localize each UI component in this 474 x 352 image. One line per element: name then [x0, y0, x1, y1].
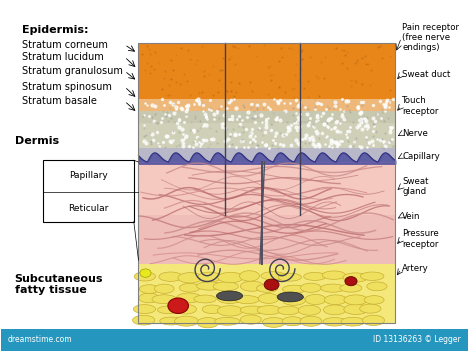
Ellipse shape [215, 318, 240, 325]
Text: Sweat
gland: Sweat gland [402, 177, 429, 196]
Text: Subcutaneous
fatty tissue: Subcutaneous fatty tissue [15, 274, 103, 295]
Bar [138, 162, 395, 215]
Ellipse shape [341, 317, 365, 326]
Ellipse shape [344, 304, 368, 314]
Ellipse shape [304, 272, 326, 281]
Bar [138, 43, 395, 99]
Text: Touch
receptor: Touch receptor [402, 96, 439, 115]
Ellipse shape [322, 271, 346, 279]
Circle shape [168, 298, 189, 313]
Ellipse shape [363, 315, 384, 326]
Bar [43, 160, 134, 221]
Ellipse shape [139, 293, 159, 303]
Ellipse shape [277, 292, 303, 302]
Ellipse shape [258, 294, 279, 303]
Ellipse shape [361, 272, 384, 281]
Ellipse shape [179, 283, 200, 292]
Ellipse shape [305, 294, 326, 304]
Ellipse shape [218, 306, 243, 316]
Text: Stratum lucidum: Stratum lucidum [22, 52, 103, 62]
Text: Pain receptor
(free nerve
endings): Pain receptor (free nerve endings) [402, 23, 459, 52]
Ellipse shape [197, 282, 222, 290]
Text: dreamstime.com: dreamstime.com [8, 335, 73, 344]
Text: Papillary: Papillary [69, 171, 108, 181]
Ellipse shape [152, 295, 176, 304]
Ellipse shape [239, 271, 259, 281]
Ellipse shape [139, 285, 159, 294]
Ellipse shape [364, 296, 384, 304]
Ellipse shape [343, 273, 368, 282]
Ellipse shape [321, 284, 345, 292]
Ellipse shape [133, 315, 155, 325]
Ellipse shape [197, 318, 219, 328]
Ellipse shape [340, 284, 362, 292]
Ellipse shape [324, 305, 346, 315]
Text: Stratum corneum: Stratum corneum [22, 39, 108, 50]
Ellipse shape [159, 272, 182, 281]
Ellipse shape [367, 282, 387, 291]
Ellipse shape [134, 272, 155, 281]
Ellipse shape [283, 285, 306, 293]
Text: Capillary: Capillary [402, 152, 440, 161]
Ellipse shape [323, 318, 346, 326]
Ellipse shape [240, 306, 265, 314]
Ellipse shape [283, 295, 305, 305]
Ellipse shape [240, 315, 261, 324]
Ellipse shape [300, 316, 322, 326]
Ellipse shape [213, 282, 238, 291]
Ellipse shape [236, 296, 259, 304]
Text: Artery: Artery [402, 264, 429, 274]
Ellipse shape [298, 305, 320, 315]
Text: Stratum basale: Stratum basale [22, 96, 97, 106]
Ellipse shape [157, 306, 180, 314]
Bar [138, 148, 395, 162]
Bar [0, 328, 468, 351]
Ellipse shape [155, 284, 174, 293]
Ellipse shape [324, 295, 347, 304]
Ellipse shape [278, 273, 301, 281]
Ellipse shape [278, 306, 300, 315]
Ellipse shape [217, 291, 243, 301]
Circle shape [345, 277, 357, 286]
Ellipse shape [218, 272, 243, 283]
Bar [138, 215, 395, 264]
Bar [138, 99, 395, 111]
Ellipse shape [133, 304, 155, 314]
Ellipse shape [344, 295, 367, 305]
Text: Sweat duct: Sweat duct [402, 70, 451, 79]
Ellipse shape [256, 284, 278, 292]
Text: Epidermis:: Epidermis: [22, 25, 88, 36]
Text: Vein: Vein [402, 212, 421, 221]
Ellipse shape [198, 272, 221, 282]
Text: Reticular: Reticular [68, 204, 109, 213]
Ellipse shape [262, 318, 285, 327]
Ellipse shape [282, 317, 303, 326]
Ellipse shape [160, 317, 182, 325]
Bar [138, 124, 395, 148]
Ellipse shape [194, 295, 216, 303]
Text: Dermis: Dermis [15, 136, 59, 146]
Text: ID 13136263 © Legger: ID 13136263 © Legger [373, 335, 461, 344]
Ellipse shape [360, 304, 381, 313]
Ellipse shape [202, 305, 222, 314]
Text: Nerve: Nerve [402, 130, 428, 138]
Ellipse shape [218, 293, 242, 303]
Ellipse shape [174, 316, 198, 326]
Bar [138, 264, 395, 323]
Ellipse shape [257, 306, 281, 315]
Ellipse shape [240, 281, 264, 291]
Ellipse shape [177, 293, 201, 303]
Text: Stratum granulosum: Stratum granulosum [22, 66, 123, 76]
Ellipse shape [301, 283, 321, 293]
Bar [138, 43, 395, 323]
Ellipse shape [178, 273, 202, 283]
Text: Pressure
receptor: Pressure receptor [402, 230, 439, 249]
Ellipse shape [173, 304, 197, 314]
Circle shape [140, 269, 151, 277]
Ellipse shape [261, 272, 285, 280]
Circle shape [264, 279, 279, 290]
Bar [138, 111, 395, 124]
Text: Stratum spinosum: Stratum spinosum [22, 82, 111, 92]
